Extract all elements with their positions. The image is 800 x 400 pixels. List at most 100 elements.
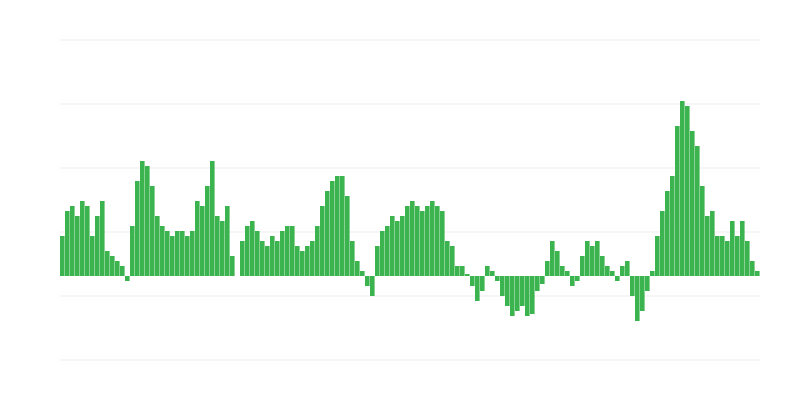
bar: [165, 231, 170, 276]
bar: [490, 271, 495, 276]
bar: [480, 276, 485, 291]
bar: [195, 201, 200, 276]
bar: [335, 176, 340, 276]
bar: [170, 236, 175, 276]
bar: [670, 176, 675, 276]
bar: [310, 241, 315, 276]
bar: [285, 226, 290, 276]
bar: [180, 231, 185, 276]
bar: [695, 146, 700, 276]
bar: [465, 274, 470, 276]
bar: [675, 126, 680, 276]
bar: [585, 241, 590, 276]
bar: [395, 221, 400, 276]
bar: [230, 256, 235, 276]
bar: [280, 231, 285, 276]
bar: [710, 211, 715, 276]
bar: [110, 256, 115, 276]
bar: [105, 251, 110, 276]
bar: [355, 261, 360, 276]
bar: [715, 236, 720, 276]
bar: [70, 206, 75, 276]
bar: [545, 261, 550, 276]
bar: [740, 221, 745, 276]
bar: [495, 276, 500, 281]
bar: [500, 276, 505, 296]
bar: [660, 211, 665, 276]
bar: [155, 216, 160, 276]
bar: [620, 266, 625, 276]
bar: [470, 276, 475, 286]
bar: [400, 216, 405, 276]
bar: [435, 206, 440, 276]
bar: [555, 251, 560, 276]
bar: [415, 206, 420, 276]
bar: [240, 241, 245, 276]
bar: [440, 211, 445, 276]
bar: [580, 256, 585, 276]
bar: [595, 241, 600, 276]
bar: [300, 251, 305, 276]
bar: [375, 246, 380, 276]
bar: [145, 166, 150, 276]
bar: [115, 261, 120, 276]
bar: [185, 236, 190, 276]
bar: [130, 226, 135, 276]
bar: [745, 241, 750, 276]
bar: [510, 276, 515, 316]
bar: [390, 216, 395, 276]
bar: [575, 276, 580, 281]
bar: [755, 271, 760, 276]
bar: [100, 201, 105, 276]
bar: [250, 221, 255, 276]
bar: [680, 101, 685, 276]
bar: [430, 201, 435, 276]
bar: [175, 231, 180, 276]
bar: [590, 246, 595, 276]
bar: [570, 276, 575, 286]
bar: [95, 216, 100, 276]
bar: [720, 236, 725, 276]
bar: [705, 216, 710, 276]
bar: [445, 241, 450, 276]
bar: [505, 276, 510, 306]
bar: [125, 276, 130, 281]
bar: [275, 241, 280, 276]
bar: [255, 231, 260, 276]
bar: [520, 276, 525, 306]
bar: [515, 276, 520, 311]
bar: [640, 276, 645, 311]
bar: [610, 271, 615, 276]
bar: [360, 271, 365, 276]
bar: [655, 236, 660, 276]
bar: [205, 186, 210, 276]
bar: [425, 206, 430, 276]
bar: [245, 226, 250, 276]
bar: [565, 271, 570, 276]
bar: [600, 256, 605, 276]
bar: [265, 246, 270, 276]
bar: [140, 161, 145, 276]
bar: [475, 276, 480, 301]
bar: [385, 226, 390, 276]
bar: [750, 261, 755, 276]
bar: [560, 266, 565, 276]
bar: [90, 236, 95, 276]
bar: [80, 201, 85, 276]
bar: [540, 276, 545, 284]
bar: [225, 206, 230, 276]
bar: [685, 106, 690, 276]
bar: [215, 216, 220, 276]
bar: [75, 216, 80, 276]
bar: [485, 266, 490, 276]
bar: [730, 221, 735, 276]
bar: [650, 271, 655, 276]
bar: [525, 276, 530, 316]
bar: [630, 276, 635, 296]
bar: [690, 131, 695, 276]
bar: [605, 266, 610, 276]
bar: [615, 276, 620, 281]
bar: [345, 196, 350, 276]
bar: [260, 241, 265, 276]
bar: [535, 276, 540, 291]
